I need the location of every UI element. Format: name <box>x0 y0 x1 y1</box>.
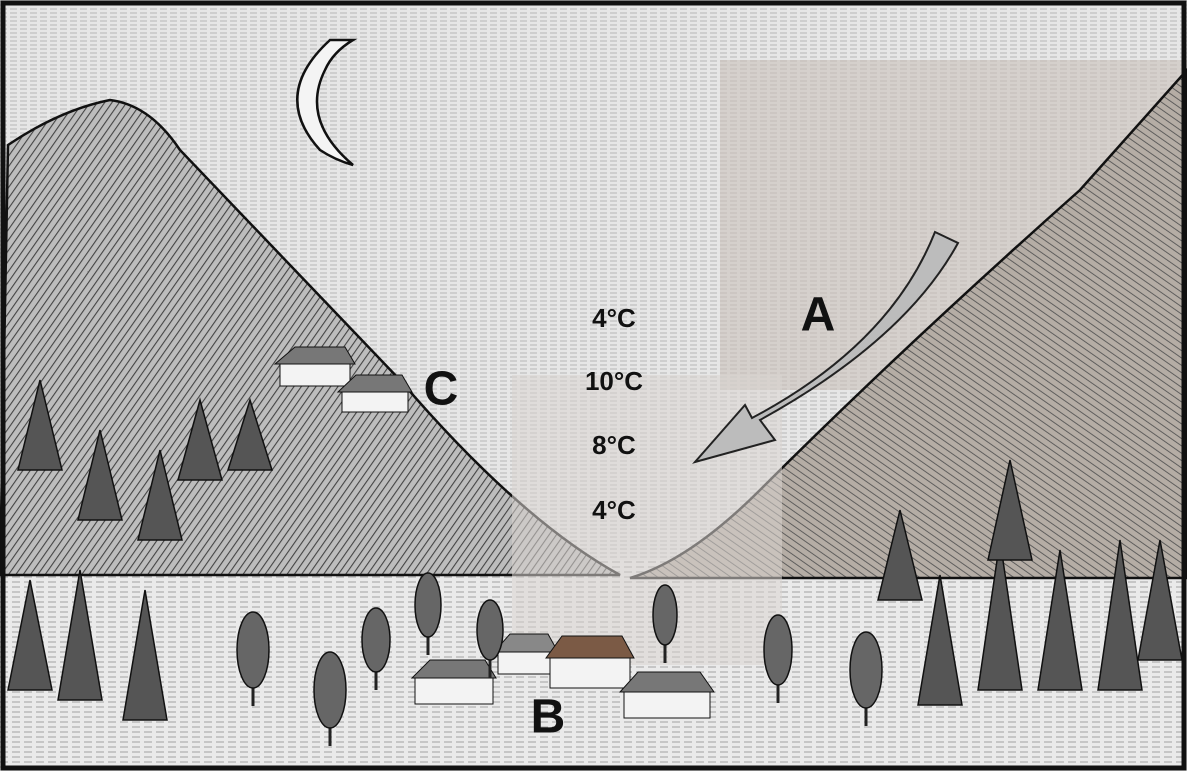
tree <box>477 600 503 660</box>
tree <box>314 652 346 728</box>
tree <box>362 608 390 672</box>
temperature-label: 4°C <box>592 495 636 525</box>
point-label: B <box>531 691 566 744</box>
point-label: A <box>801 289 836 342</box>
house <box>620 672 714 718</box>
house <box>412 660 496 704</box>
temperature-label: 8°C <box>592 430 636 460</box>
tree <box>415 573 441 637</box>
page: 4°C 10°C 8°C 4°C A B C (() => { const da… <box>0 0 1187 771</box>
temperature-label: 10°C <box>585 366 643 396</box>
tree <box>850 632 882 708</box>
tree <box>653 585 677 645</box>
house <box>546 636 634 688</box>
tree <box>764 615 792 685</box>
valley-illustration: 4°C 10°C 8°C 4°C A B C <box>0 0 1187 771</box>
tree <box>237 612 269 688</box>
temperature-label: 4°C <box>592 303 636 333</box>
point-label: C <box>424 363 459 416</box>
